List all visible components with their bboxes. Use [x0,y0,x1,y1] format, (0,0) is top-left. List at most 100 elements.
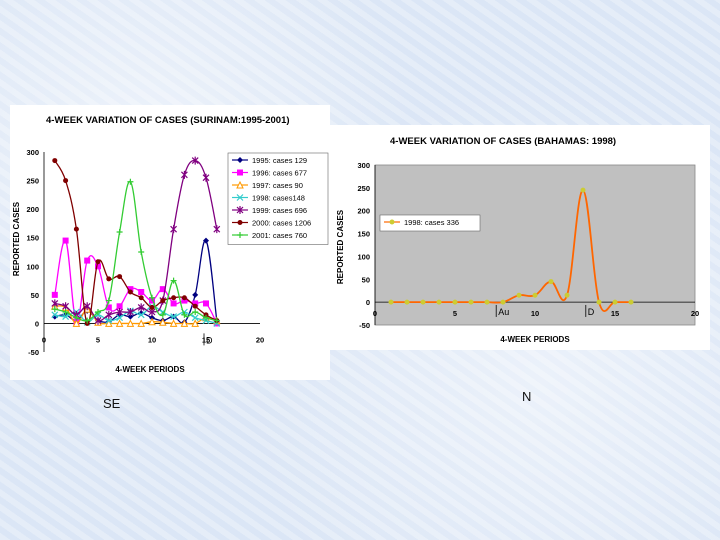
data-point [452,299,458,305]
legend-marker [237,157,243,163]
data-point [117,274,123,280]
data-point [116,229,123,235]
data-point [564,292,570,298]
data-point [126,308,134,316]
data-point [137,319,146,327]
data-point [203,237,209,244]
data-point [105,304,112,311]
data-point [63,178,69,184]
x-tick-label: 10 [531,309,539,318]
data-point [95,259,101,265]
y-tick-label: 100 [26,262,39,271]
data-point [62,302,70,311]
data-point [95,309,101,315]
legend: 1995: cases 129 1996: cases 677 1997: case… [227,152,329,245]
legend: 1998: cases 336 [379,214,481,232]
legend-label: 1996: cases 677 [252,169,307,178]
x-tick-label: 15 [611,309,619,318]
series-line [54,305,217,325]
data-point [158,318,167,326]
y-tick-label: 250 [26,177,39,186]
legend-box [227,152,329,245]
y-tick-label: 250 [357,184,370,193]
data-point [62,313,70,320]
data-point [116,303,123,310]
data-point [51,299,59,308]
data-point [104,319,113,327]
y-tick-label: -50 [28,348,39,357]
data-point [468,299,474,305]
data-point [532,292,538,298]
x-tick-label: 10 [148,335,156,344]
x-tick-label: 0 [373,309,377,318]
data-point [94,316,102,325]
annotation-label: D [588,307,595,317]
data-point [72,319,81,327]
data-point [149,294,155,301]
series-line [54,159,218,322]
data-point [84,257,91,264]
data-point [51,306,58,313]
data-point [580,187,586,193]
x-tick-label: 5 [96,335,100,344]
data-point [436,299,442,305]
legend-box [379,214,481,232]
data-point [169,319,178,327]
y-axis-label: REPORTED CASES [12,201,21,276]
data-point [213,225,221,234]
data-point [388,299,394,305]
data-point [148,317,156,326]
data-point [191,319,200,327]
x-tick-label: 20 [691,309,699,318]
x-tick-label: 0 [42,335,46,344]
data-point [191,314,199,322]
x-tick-label: 15 [202,335,210,344]
data-point [404,299,410,305]
annotation-label: D [206,335,213,345]
legend-label: 2001: cases 760 [252,231,307,240]
data-point [137,311,145,319]
data-point [116,308,124,316]
data-point [628,299,634,305]
y-tick-label: 100 [357,252,370,261]
data-point [138,289,145,295]
data-point [170,225,178,234]
data-point [160,298,166,304]
data-point [181,295,187,301]
data-point [126,319,135,327]
data-point [484,299,490,305]
series-line [54,181,217,322]
data-point [213,317,220,324]
data-point [51,311,59,319]
y-tick-label: 300 [26,148,39,157]
legend-marker [237,169,243,176]
y-tick-label: 150 [26,234,39,243]
data-point [105,317,113,324]
data-point [180,319,189,327]
data-point [181,297,188,304]
data-point [95,263,101,270]
data-point [127,289,133,295]
plot-area [374,164,696,326]
legend-label: 1995: cases 129 [252,156,307,165]
y-tick-label: 150 [357,230,370,239]
data-point [192,303,198,309]
y-tick-label: 0 [35,319,39,328]
data-point [192,309,199,315]
data-point [181,311,188,318]
bahamas-chart-panel: 4-WEEK VARIATION OF CASES (BAHAMAS: 1998… [330,125,710,350]
data-point [159,286,166,293]
data-point [138,249,145,255]
data-point [127,313,134,320]
legend-marker [236,206,244,214]
data-point [192,291,199,298]
data-point [192,300,199,307]
chart-title: 4-WEEK VARIATION OF CASES (BAHAMAS: 1998… [390,136,616,147]
y-tick-label: 50 [31,291,39,300]
data-point [115,319,124,327]
data-point [170,277,177,284]
data-point [159,311,166,318]
legend-marker [237,220,243,225]
data-point [170,300,177,307]
data-point [596,299,602,305]
